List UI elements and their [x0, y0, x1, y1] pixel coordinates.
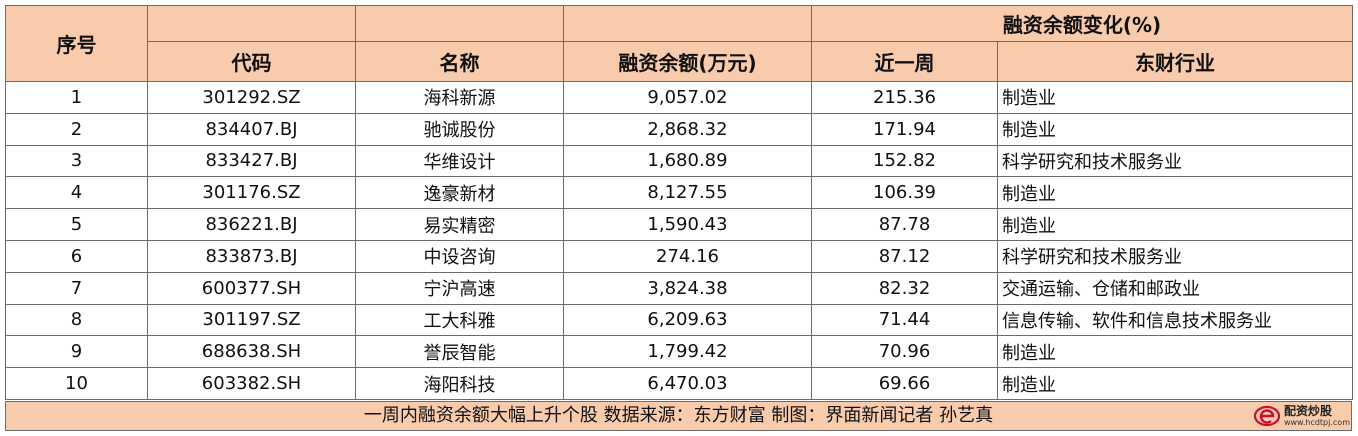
cell-code: 834407.BJ [147, 112, 356, 146]
cell-week-change: 87.12 [811, 239, 998, 273]
cell-seq: 8 [5, 303, 148, 337]
header-blank-balance [563, 5, 812, 42]
cell-week-change: 71.44 [811, 303, 998, 337]
cell-balance: 1,799.42 [563, 335, 812, 369]
cell-week-change: 70.96 [811, 335, 998, 369]
cell-balance: 6,470.03 [563, 367, 812, 400]
footer-caption: 一周内融资余额大幅上升个股 数据来源：东方财富 制图：界面新闻记者 孙艺真 [5, 401, 1352, 431]
cell-code: 603382.SH [147, 367, 356, 400]
cell-seq: 10 [5, 367, 148, 400]
cell-code: 833873.BJ [147, 239, 356, 273]
financing-balance-table: 序号 融资余额变化(%) 代码 名称 融资余额(万元) 近一周 东财行业 1 30… [5, 5, 1354, 400]
cell-industry: 制造业 [996, 367, 1354, 400]
cell-code: 301292.SZ [147, 81, 356, 114]
cell-week-change: 215.36 [811, 81, 998, 114]
cell-name: 工大科雅 [355, 303, 564, 337]
cell-name: 中设咨询 [355, 239, 564, 273]
cell-name: 华维设计 [355, 144, 564, 178]
cell-balance: 274.16 [563, 239, 812, 273]
cell-seq: 5 [5, 208, 148, 241]
cell-industry: 交通运输、仓储和邮政业 [996, 271, 1354, 305]
e-logo-icon [1253, 405, 1280, 427]
cell-balance: 1,680.89 [563, 144, 812, 178]
cell-name: 逸豪新材 [355, 176, 564, 210]
cell-seq: 9 [5, 335, 148, 369]
cell-name: 易实精密 [355, 208, 564, 241]
header-blank-name [355, 5, 564, 42]
cell-balance: 9,057.02 [563, 81, 812, 114]
cell-balance: 2,868.32 [563, 112, 812, 146]
table-row: 3 833427.BJ 华维设计 1,680.89 152.82 科学研究和技术服务业 [5, 144, 1354, 178]
cell-code: 836221.BJ [147, 208, 356, 241]
header-change-group: 融资余额变化(%) [810, 5, 1354, 42]
header-seq: 序号 [5, 5, 148, 82]
header-name: 名称 [355, 41, 564, 82]
table-row: 8 301197.SZ 工大科雅 6,209.63 71.44 信息传输、软件和信息技术服… [5, 303, 1354, 337]
header-balance: 融资余额(万元) [563, 41, 812, 82]
cell-industry: 信息传输、软件和信息技术服务业 [996, 303, 1354, 337]
cell-name: 驰诚股份 [355, 112, 564, 146]
table-row: 6 833873.BJ 中设咨询 274.16 87.12 科学研究和技术服务业 [5, 239, 1354, 273]
cell-week-change: 106.39 [811, 176, 998, 210]
cell-name: 誉辰智能 [355, 335, 564, 369]
cell-industry: 科学研究和技术服务业 [996, 144, 1354, 178]
cell-code: 833427.BJ [147, 144, 356, 178]
watermark-name: 配资炒股 [1283, 404, 1332, 418]
header-week: 近一周 [811, 41, 998, 82]
cell-code: 688638.SH [147, 335, 356, 369]
cell-industry: 制造业 [996, 81, 1354, 114]
table-row: 9 688638.SH 誉辰智能 1,799.42 70.96 制造业 [5, 335, 1354, 369]
cell-industry: 制造业 [996, 335, 1354, 369]
cell-week-change: 82.32 [811, 271, 998, 305]
cell-seq: 7 [5, 271, 148, 305]
cell-industry: 科学研究和技术服务业 [996, 239, 1354, 273]
cell-balance: 3,824.38 [563, 271, 812, 305]
cell-seq: 4 [5, 176, 148, 210]
table-row: 1 301292.SZ 海科新源 9,057.02 215.36 制造业 [5, 81, 1354, 114]
header-industry: 东财行业 [996, 41, 1354, 82]
header-blank-code [147, 5, 356, 42]
cell-code: 301176.SZ [147, 176, 356, 210]
cell-name: 海科新源 [355, 81, 564, 114]
cell-balance: 8,127.55 [563, 176, 812, 210]
cell-seq: 6 [5, 239, 148, 273]
table-row: 7 600377.SH 宁沪高速 3,824.38 82.32 交通运输、仓储和邮政业 [5, 271, 1354, 305]
watermark-url: www.hcdtpj.com [1283, 418, 1350, 427]
cell-industry: 制造业 [996, 176, 1354, 210]
cell-seq: 1 [5, 81, 148, 114]
cell-balance: 6,209.63 [563, 303, 812, 337]
cell-seq: 2 [5, 112, 148, 146]
table-body: 1 301292.SZ 海科新源 9,057.02 215.36 制造业 2 834407.B… [5, 81, 1354, 400]
cell-balance: 1,590.43 [563, 208, 812, 241]
cell-industry: 制造业 [996, 208, 1354, 241]
cell-industry: 制造业 [996, 112, 1354, 146]
watermark-logo: 配资炒股 www.hcdtpj.com [1253, 402, 1350, 430]
cell-seq: 3 [5, 144, 148, 178]
table-row: 2 834407.BJ 驰诚股份 2,868.32 171.94 制造业 [5, 112, 1354, 146]
cell-week-change: 69.66 [811, 367, 998, 400]
cell-week-change: 171.94 [811, 112, 998, 146]
cell-name: 海阳科技 [355, 367, 564, 400]
cell-code: 301197.SZ [147, 303, 356, 337]
header-code: 代码 [147, 41, 356, 82]
cell-week-change: 87.78 [811, 208, 998, 241]
table-row: 5 836221.BJ 易实精密 1,590.43 87.78 制造业 [5, 208, 1354, 241]
table-row: 10 603382.SH 海阳科技 6,470.03 69.66 制造业 [5, 367, 1354, 400]
table-row: 4 301176.SZ 逸豪新材 8,127.55 106.39 制造业 [5, 176, 1354, 210]
cell-code: 600377.SH [147, 271, 356, 305]
cell-name: 宁沪高速 [355, 271, 564, 305]
cell-week-change: 152.82 [811, 144, 998, 178]
